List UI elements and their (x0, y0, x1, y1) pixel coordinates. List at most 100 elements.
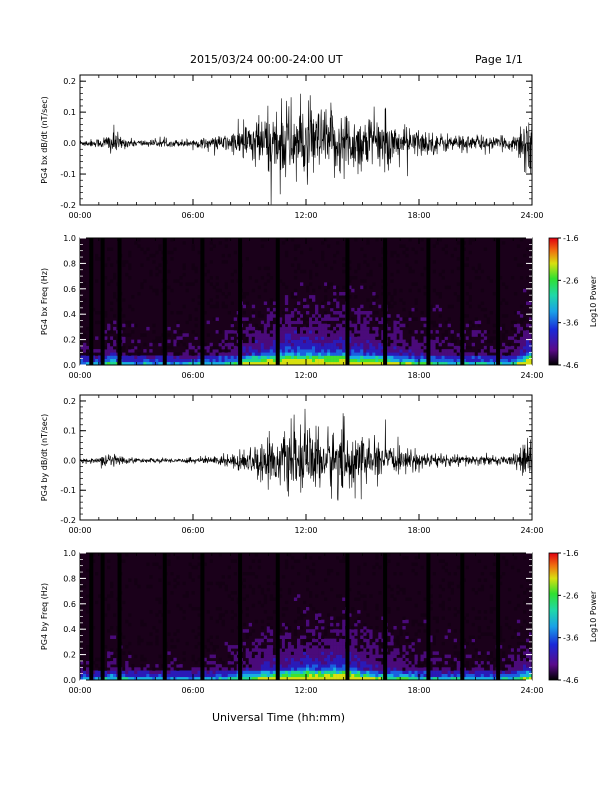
spectrogram-cell (221, 292, 225, 296)
spectrogram-cell (260, 619, 265, 624)
spectrogram-cell (327, 670, 331, 674)
spectrogram-cell (420, 311, 424, 315)
spectrogram-cell (306, 619, 310, 624)
spectrogram-cell (191, 330, 195, 334)
spectrogram-cell (423, 323, 427, 328)
spectrogram-cell (372, 661, 376, 665)
spectrogram-cell (429, 673, 433, 678)
spectrogram-cell (293, 676, 298, 681)
spectrogram-cell (233, 654, 237, 659)
spectrogram-cell (351, 326, 355, 331)
spectrogram-cell (257, 673, 262, 678)
spectrogram-cell (185, 591, 189, 595)
spectrogram-cell (110, 591, 114, 595)
y-tick-label: 0.0 (63, 676, 76, 685)
spectrogram-cell (393, 320, 397, 325)
spectrogram-cell (272, 676, 277, 681)
colorbar-label: Log10 Power (589, 590, 598, 642)
spectrogram-cell (203, 562, 207, 566)
spectrogram-cell (432, 657, 436, 662)
spectrogram-cell (221, 667, 225, 671)
spectrogram-cell (330, 568, 334, 573)
spectrogram-cell (263, 336, 268, 340)
spectrogram-cell (423, 292, 427, 296)
spectrogram-cell (224, 610, 228, 614)
spectrogram-cell (173, 330, 177, 334)
spectrogram-cell (209, 676, 213, 681)
spectrogram-cell (438, 352, 442, 356)
spectrogram-cell (287, 320, 292, 325)
spectrogram-cell (378, 263, 382, 267)
spectrogram-cell (173, 670, 177, 674)
spectrogram-cell (248, 339, 252, 344)
spectrogram-cell (366, 339, 370, 344)
spectrogram-cell (529, 320, 533, 325)
spectrogram-cell (95, 257, 99, 261)
spectrogram-cell (447, 352, 451, 356)
spectrogram-cell (170, 657, 174, 662)
spectrogram-cell (523, 333, 527, 337)
spectrogram-cell (333, 664, 337, 668)
spectrogram-cell (263, 638, 268, 643)
spectrogram-cell (263, 645, 268, 649)
spectrogram-cell (312, 562, 316, 566)
spectrogram-cell (191, 298, 195, 302)
spectrogram-cell (453, 339, 457, 344)
spectrogram-cell (110, 594, 114, 598)
spectrogram-cell (188, 345, 192, 350)
spectrogram-cell (363, 641, 367, 646)
spectrogram-cell (212, 304, 216, 309)
spectrogram-cell (188, 670, 192, 674)
spectrogram-cell (272, 358, 277, 363)
spectrogram-cell (417, 352, 421, 356)
spectrogram-cell (477, 610, 482, 614)
spectrogram-cell (191, 352, 195, 356)
spectrogram-cell (483, 661, 488, 665)
spectrogram-cell (287, 345, 292, 350)
spectrogram-cell (290, 339, 295, 344)
spectrogram-cell (516, 594, 521, 598)
spectrogram-cell (321, 648, 325, 652)
x-tick-label: 18:00 (407, 211, 430, 220)
spectrogram-cell (318, 651, 322, 655)
spectrogram-cell (149, 253, 153, 258)
spectrogram-cell (339, 326, 343, 331)
spectrogram-cell (269, 661, 274, 665)
spectrogram-cell (297, 661, 301, 665)
spectrogram-cell (327, 323, 331, 328)
spectrogram-cell (429, 355, 433, 359)
spectrogram-cell (245, 333, 249, 337)
spectrogram-cell (230, 349, 234, 353)
spectrogram-cell (251, 314, 256, 318)
spectrogram-cell (516, 355, 521, 359)
spectrogram-cell (122, 651, 126, 655)
spectrogram-cell (209, 241, 213, 245)
spectrogram-cell (366, 326, 370, 331)
spectrogram-cell (182, 342, 186, 347)
spectrogram-cell (360, 285, 364, 290)
spectrogram-cell (453, 247, 457, 251)
spectrogram-cell (248, 326, 252, 331)
spectrogram-cell (387, 610, 391, 614)
spectrogram-cell (257, 266, 262, 271)
y-tick-label: 0.8 (63, 259, 76, 268)
spectrogram-cell (197, 355, 201, 359)
spectrogram-cell (233, 559, 237, 563)
spectrogram-cell (170, 667, 174, 671)
spectrogram-cell (303, 304, 307, 309)
spectrogram-cell (330, 645, 334, 649)
spectrogram-cell (360, 667, 364, 671)
spectrogram-cell (477, 276, 482, 280)
spectrogram-cell (182, 272, 186, 277)
spectrogram-cell (429, 304, 433, 309)
spectrogram-cell (300, 320, 304, 325)
spectrogram-cell (134, 361, 138, 366)
spectrogram-cell (203, 342, 207, 347)
spectrogram-cell (194, 635, 198, 639)
spectrogram-cell (336, 311, 340, 315)
spectrogram-cell (173, 632, 177, 636)
spectrogram-cell (489, 651, 494, 655)
spectrogram-cell (444, 673, 448, 678)
spectrogram-cell (297, 559, 301, 563)
spectrogram-cell (312, 670, 316, 674)
